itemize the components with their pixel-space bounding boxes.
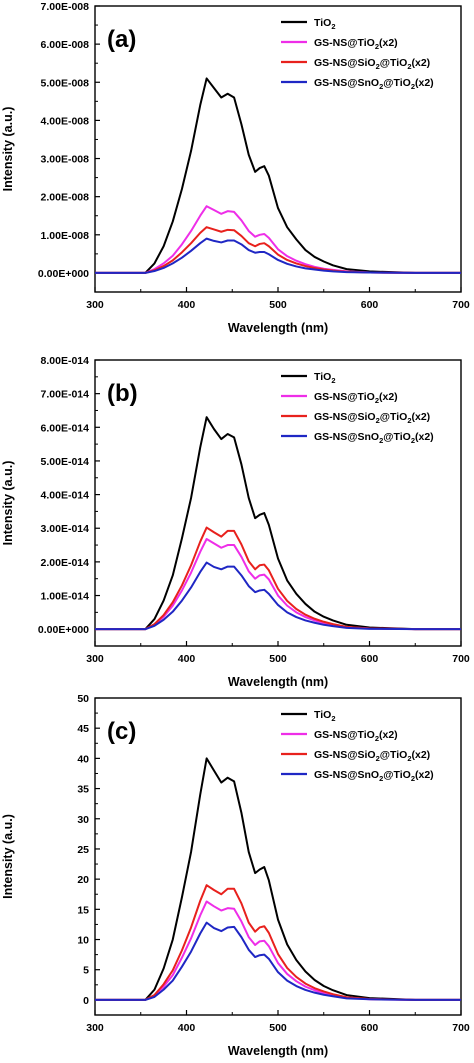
x-tick-label: 600 <box>361 299 379 311</box>
x-tick-label: 600 <box>361 1022 379 1034</box>
y-tick-label: 8.00E-014 <box>41 355 90 367</box>
y-tick-label: 7.00E-014 <box>41 389 90 401</box>
y-tick-label: 2.00E-014 <box>41 557 90 569</box>
x-axis-label: Wavelength (nm) <box>228 675 328 689</box>
y-tick-label: 0.00E+000 <box>38 624 89 636</box>
panel-b: 300 400 500 600 700 0.00E+000 1.00E-014 2.00E-0… <box>1 355 470 689</box>
x-tick-label: 700 <box>452 299 470 311</box>
y-tick-label: 45 <box>77 723 89 735</box>
x-tick-label: 400 <box>178 1022 196 1034</box>
x-tick-label: 500 <box>269 653 287 665</box>
legend-entry: TiO2​ <box>314 371 335 385</box>
plot-frame <box>94 697 462 1016</box>
y-tick-label: 5.00E-008 <box>41 77 90 89</box>
y-tick-label: 6.00E-014 <box>41 422 90 434</box>
legend-entry: GS-NS@SnO2​@TiO2​(x2) <box>314 77 434 91</box>
panel-a: 300 400 500 600 700 0.00E+000 1.00E-008 2.00E-0… <box>1 1 470 335</box>
x-axis-label: Wavelength (nm) <box>228 321 328 335</box>
plot-frame <box>94 359 462 647</box>
series-line-4 <box>95 921 461 1001</box>
series-line-4 <box>95 237 461 274</box>
series-line-3 <box>95 526 461 631</box>
y-tick-label: 5.00E-014 <box>41 456 90 468</box>
series-line-2 <box>95 900 461 1001</box>
series-line-1 <box>95 757 461 1001</box>
series-line-4 <box>95 561 461 631</box>
x-tick-label: 600 <box>361 653 379 665</box>
y-tick-label: 3.00E-008 <box>41 154 90 166</box>
y-tick-label: 15 <box>77 904 89 916</box>
y-tick-label: 25 <box>77 844 89 856</box>
x-tick-label: 500 <box>269 1022 287 1034</box>
y-tick-label: 7.00E-008 <box>41 1 90 13</box>
panel-label: (b) <box>107 380 138 407</box>
panel-label: (c) <box>107 718 136 745</box>
y-tick-label: 1.00E-008 <box>41 230 90 242</box>
x-tick-label: 300 <box>86 653 104 665</box>
legend-entry: GS-NS@SiO2​@TiO2​(x2) <box>314 57 430 71</box>
legend-entry: GS-NS@TiO2​(x2) <box>314 729 398 743</box>
y-tick-label: 35 <box>77 784 89 796</box>
y-tick-label: 10 <box>77 935 89 947</box>
y-tick-label: 30 <box>77 814 89 826</box>
legend-entry: GS-NS@SnO2​@TiO2​(x2) <box>314 431 434 445</box>
series-line-3 <box>95 884 461 1001</box>
legend-entry: GS-NS@TiO2​(x2) <box>314 37 398 51</box>
legend-entry: GS-NS@TiO2​(x2) <box>314 391 398 405</box>
panel-label: (a) <box>107 26 136 53</box>
x-tick-label: 700 <box>452 653 470 665</box>
x-tick-label: 700 <box>452 1022 470 1034</box>
y-tick-label: 6.00E-008 <box>41 39 90 51</box>
series-line-1 <box>95 77 461 274</box>
legend-entry: TiO2​ <box>314 17 335 31</box>
y-axis-label: Intensity (a.u.) <box>1 814 15 899</box>
series-line-2 <box>95 538 461 631</box>
y-axis-label: Intensity (a.u.) <box>1 461 15 546</box>
legend-entry: GS-NS@SnO2​@TiO2​(x2) <box>314 769 434 783</box>
legend-entry: GS-NS@SiO2​@TiO2​(x2) <box>314 749 430 763</box>
x-tick-label: 300 <box>86 299 104 311</box>
series-line-1 <box>95 416 461 631</box>
y-tick-label: 4.00E-008 <box>41 115 90 127</box>
y-tick-label: 20 <box>77 874 89 886</box>
y-tick-label: 0 <box>83 995 89 1007</box>
series-line-3 <box>95 226 461 274</box>
x-tick-label: 400 <box>178 299 196 311</box>
legend-entry: GS-NS@SiO2​@TiO2​(x2) <box>314 411 430 425</box>
x-axis-label: Wavelength (nm) <box>228 1044 328 1058</box>
x-tick-label: 500 <box>269 299 287 311</box>
y-tick-label: 50 <box>77 693 89 705</box>
y-tick-label: 5 <box>83 965 89 977</box>
y-tick-label: 0.00E+000 <box>38 268 89 280</box>
y-tick-label: 40 <box>77 753 89 765</box>
x-tick-label: 400 <box>178 653 196 665</box>
legend-entry: TiO2​ <box>314 709 335 723</box>
y-tick-label: 2.00E-008 <box>41 192 90 204</box>
y-tick-label: 4.00E-014 <box>41 490 90 502</box>
x-tick-label: 300 <box>86 1022 104 1034</box>
y-tick-label: 3.00E-014 <box>41 523 90 535</box>
series-line-2 <box>95 205 461 274</box>
panel-c: 300 400 500 600 700 0 5 10 15 20 25 30 35 40 45 50 Wavel… <box>1 693 470 1058</box>
y-axis-label: Intensity (a.u.) <box>1 107 15 192</box>
y-tick-label: 1.00E-014 <box>41 591 90 603</box>
